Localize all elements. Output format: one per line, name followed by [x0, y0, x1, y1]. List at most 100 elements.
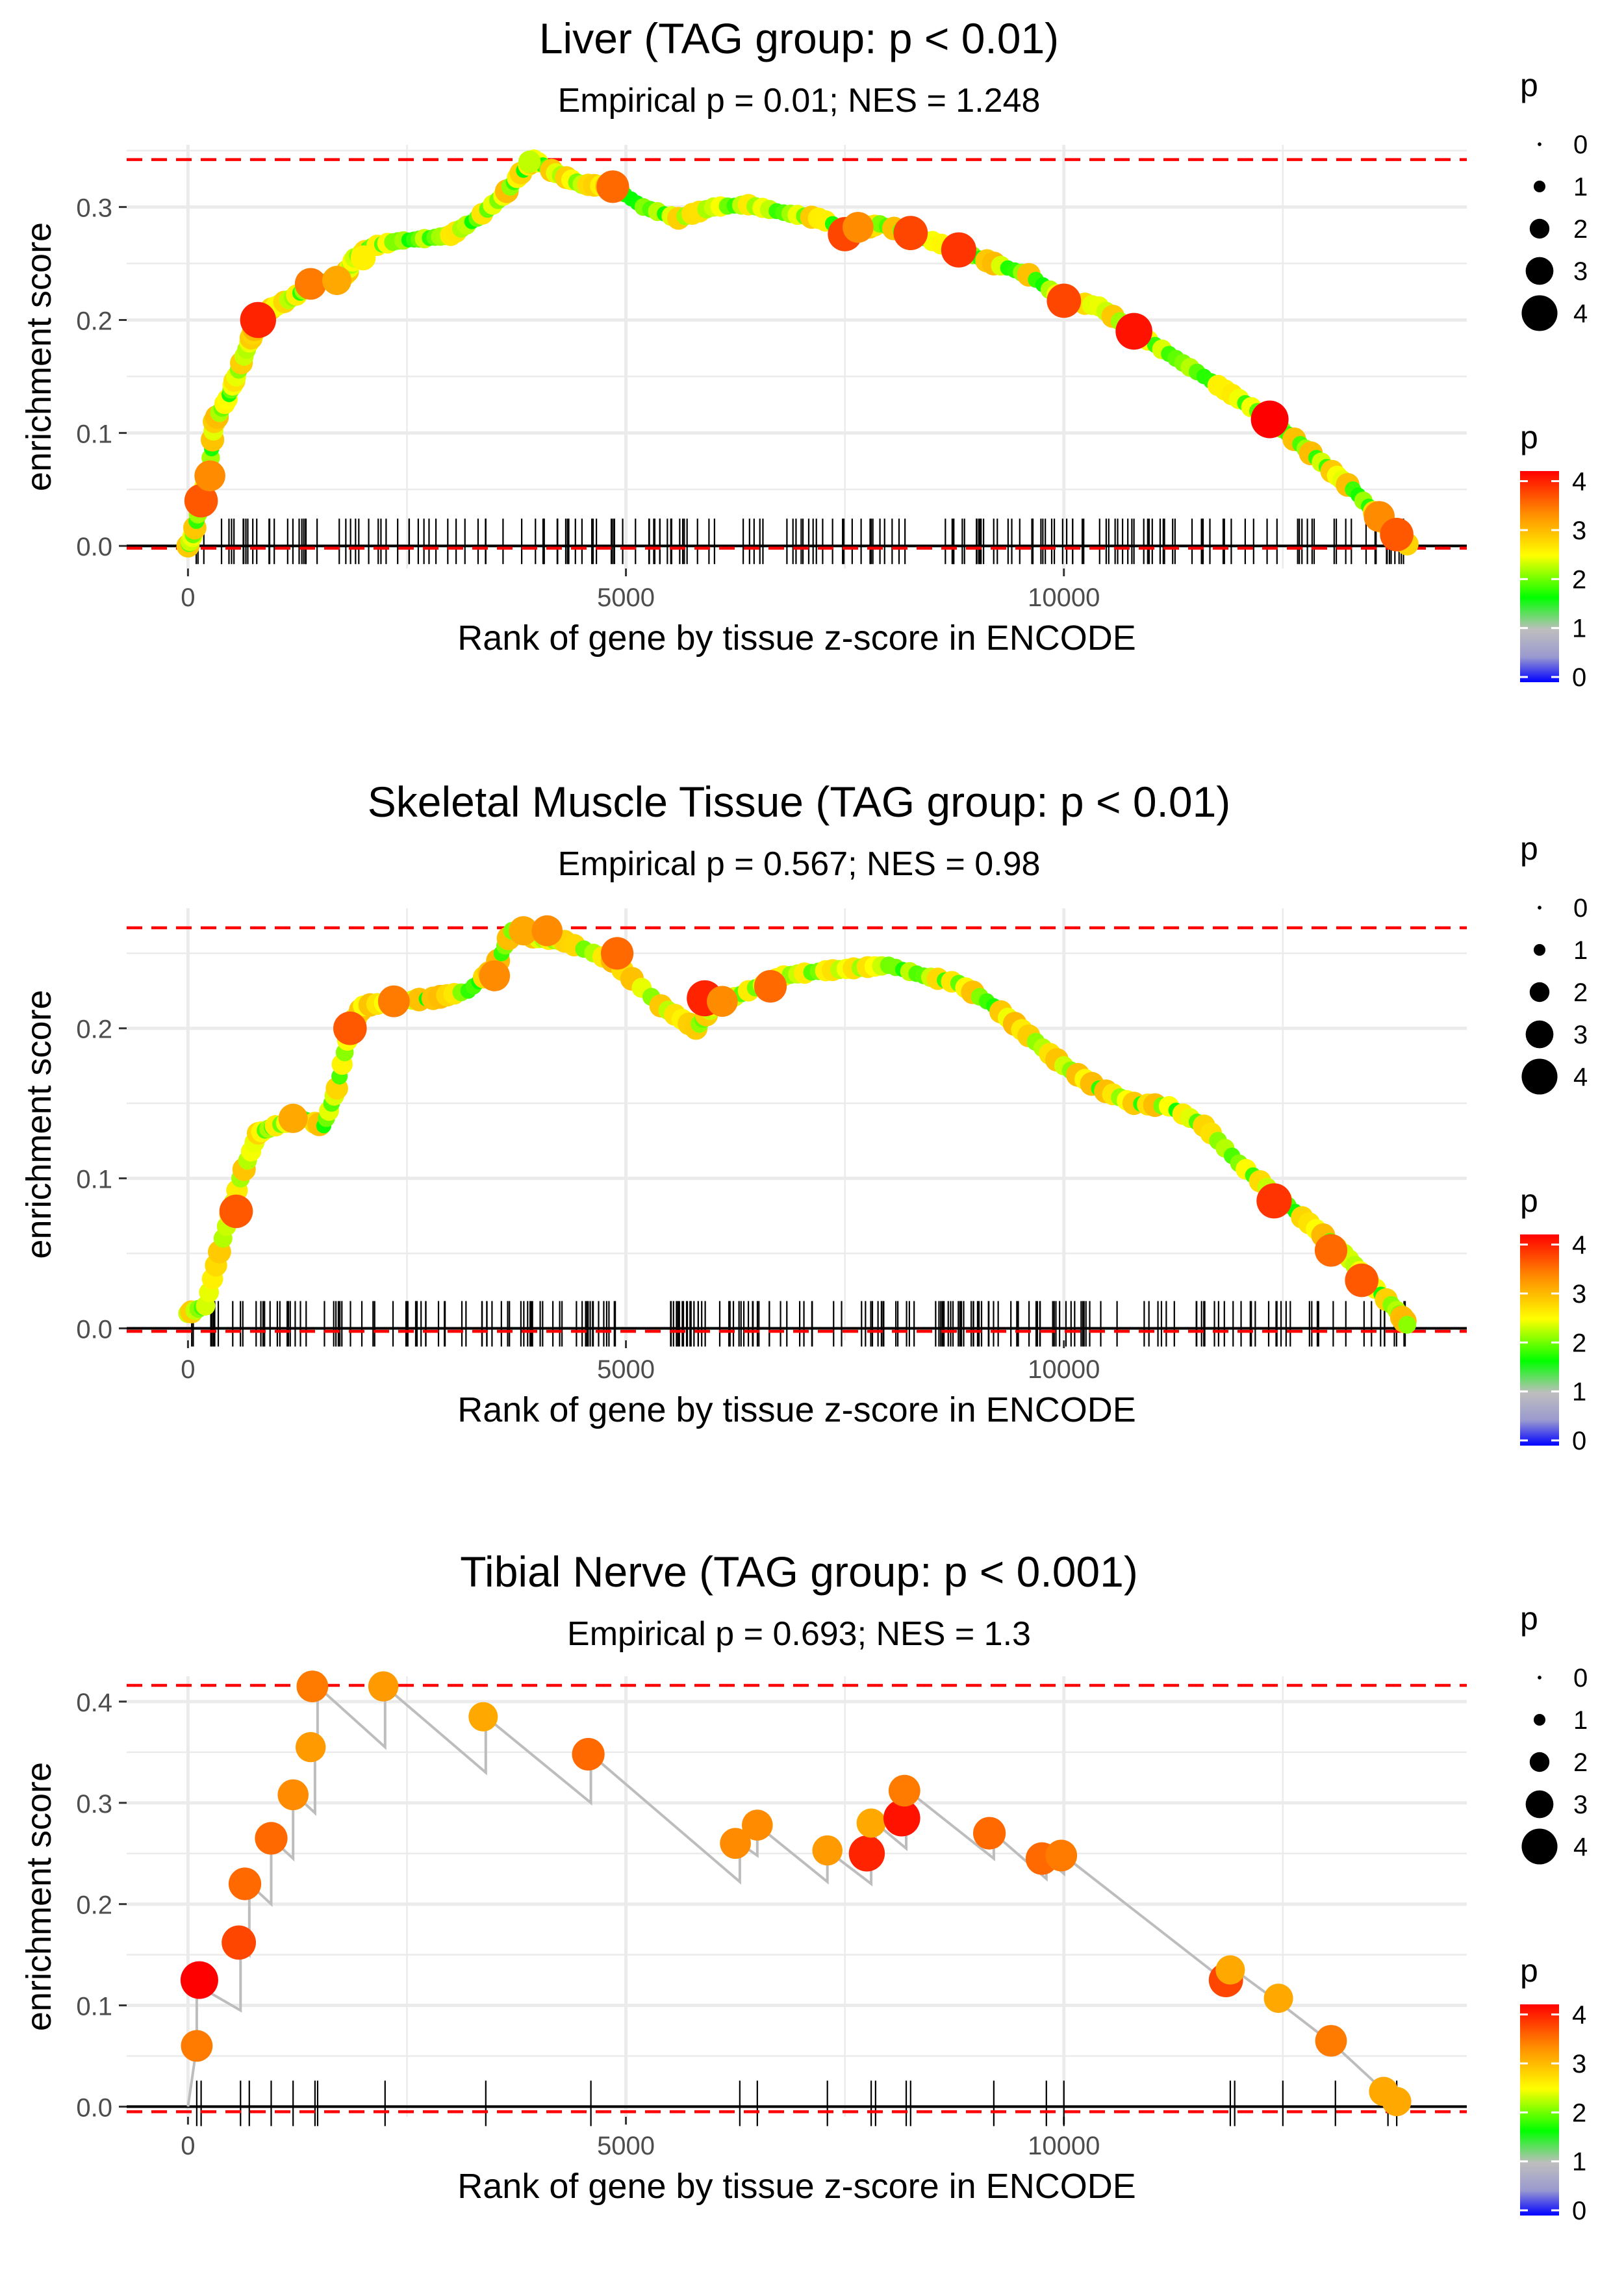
y-tick-label: 0.1 [76, 1166, 112, 1194]
data-point [350, 245, 376, 271]
chart-subtitle: Empirical p = 0.693; NES = 1.3 [567, 1615, 1031, 1653]
x-axis-label: Rank of gene by tissue z-score in ENCODE [457, 2167, 1136, 2206]
legend-color-label: 2 [1572, 565, 1586, 594]
legend-size-label: 0 [1573, 894, 1588, 923]
data-point [377, 985, 410, 1017]
data-point [572, 1737, 605, 1771]
legend-color-label: 4 [1572, 2001, 1586, 2030]
legend-size-label: 3 [1573, 1021, 1588, 1049]
color-bar [1520, 1234, 1559, 1446]
data-point [1045, 1839, 1078, 1872]
legend-size-label: 1 [1573, 936, 1588, 965]
data-point [893, 216, 928, 250]
chart-panel-3: Tibial Nerve (TAG group: p < 0.001) Empir… [19, 1548, 1588, 2225]
enrichment-curve [186, 1683, 1402, 2107]
legend-color-label: 3 [1572, 517, 1586, 545]
legend-size-marker [1521, 1058, 1558, 1095]
legend-color-label: 4 [1572, 1231, 1586, 1260]
legend-size-label: 0 [1573, 131, 1588, 159]
data-point [368, 1671, 399, 1702]
y-tick-label: 0.2 [76, 1891, 112, 1920]
chart-title: Tibial Nerve (TAG group: p < 0.001) [460, 1548, 1138, 1596]
data-point [1047, 283, 1082, 318]
y-tick-label: 0.2 [76, 1016, 112, 1044]
legend-color: p 0 1 2 3 4 [1520, 1182, 1586, 1455]
legend-color: p 0 1 2 3 4 [1520, 1952, 1586, 2225]
legend-color-title: p [1520, 419, 1538, 455]
legend-color-title: p [1520, 1182, 1538, 1219]
legend-size-marker [1525, 1020, 1554, 1049]
legend-size-label: 3 [1573, 1791, 1588, 1819]
data-point [531, 915, 563, 947]
legend-size-title: p [1520, 67, 1538, 103]
y-tick-label: 0.2 [76, 307, 112, 335]
legend-color-label: 1 [1572, 2148, 1586, 2177]
legend-size-marker [1538, 142, 1542, 146]
data-point [888, 1774, 920, 1807]
chart-title: Liver (TAG group: p < 0.01) [539, 14, 1059, 62]
legend-size-marker [1538, 906, 1542, 910]
legend-size: p 0 1 2 3 4 [1520, 830, 1588, 1095]
data-point [856, 1808, 886, 1838]
legend-color-label: 2 [1572, 2099, 1586, 2127]
data-point [296, 1670, 329, 1703]
legend-color-label: 1 [1572, 615, 1586, 643]
data-point [468, 1702, 498, 1731]
data-point [812, 1835, 843, 1866]
legend-size-label: 3 [1573, 257, 1588, 286]
legend-color-label: 4 [1572, 468, 1586, 496]
legend-size-marker [1533, 943, 1546, 956]
y-tick-label: 0.1 [76, 420, 112, 448]
legend-size-marker [1533, 1713, 1546, 1726]
y-axis-label: enrichment score [19, 1762, 58, 2031]
data-point [479, 960, 511, 991]
data-point [1115, 313, 1152, 350]
legend-size-label: 2 [1573, 215, 1588, 244]
chart-panel-1: Liver (TAG group: p < 0.01) Empirical p =… [19, 14, 1588, 692]
legend-size-label: 1 [1573, 173, 1588, 201]
legend-color-label: 0 [1572, 663, 1586, 692]
legend-size-marker [1525, 1790, 1554, 1819]
data-point [518, 150, 541, 173]
color-bar [1520, 2004, 1559, 2216]
legend-size-label: 2 [1573, 1748, 1588, 1777]
data-point [843, 212, 874, 243]
data-point [181, 2030, 213, 2062]
legend-size-label: 4 [1573, 300, 1588, 328]
legend-size-label: 1 [1573, 1706, 1588, 1735]
x-axis-label: Rank of gene by tissue z-score in ENCODE [457, 1390, 1136, 1429]
data-point [333, 1011, 367, 1045]
data-point [228, 1867, 262, 1900]
data-point [509, 916, 539, 946]
data-point [255, 1822, 288, 1855]
data-point [883, 1799, 920, 1837]
data-point [1315, 2025, 1347, 2057]
x-tick-label: 5000 [597, 1355, 655, 1384]
data-point [294, 268, 327, 300]
x-tick-label: 0 [181, 2132, 195, 2160]
data-point [707, 986, 738, 1017]
chart-subtitle: Empirical p = 0.01; NES = 1.248 [558, 82, 1041, 120]
data-point [184, 483, 218, 518]
legend-color-label: 0 [1572, 2197, 1586, 2225]
data-point [240, 301, 276, 339]
y-tick-label: 0.0 [76, 533, 112, 561]
legend-size-label: 2 [1573, 978, 1588, 1007]
data-point [277, 1779, 309, 1811]
y-tick-label: 0.3 [76, 194, 112, 223]
x-axis-label: Rank of gene by tissue z-score in ENCODE [457, 619, 1136, 658]
legend-size: p 0 1 2 3 4 [1520, 1600, 1588, 1865]
legend-size-marker [1529, 1752, 1550, 1772]
data-point [219, 1194, 253, 1229]
legend-size-marker [1538, 1676, 1542, 1680]
legend-size-marker [1521, 295, 1558, 331]
legend-size-marker [1529, 982, 1550, 1003]
legend-color-label: 3 [1572, 1280, 1586, 1309]
legend-size: p 0 1 2 3 4 [1520, 67, 1588, 331]
data-point [1250, 400, 1289, 439]
legend-size-label: 4 [1573, 1063, 1588, 1092]
x-tick-label: 0 [181, 1355, 195, 1384]
data-point [1256, 1183, 1292, 1219]
data-point [1398, 1316, 1417, 1334]
x-tick-label: 5000 [597, 583, 655, 612]
